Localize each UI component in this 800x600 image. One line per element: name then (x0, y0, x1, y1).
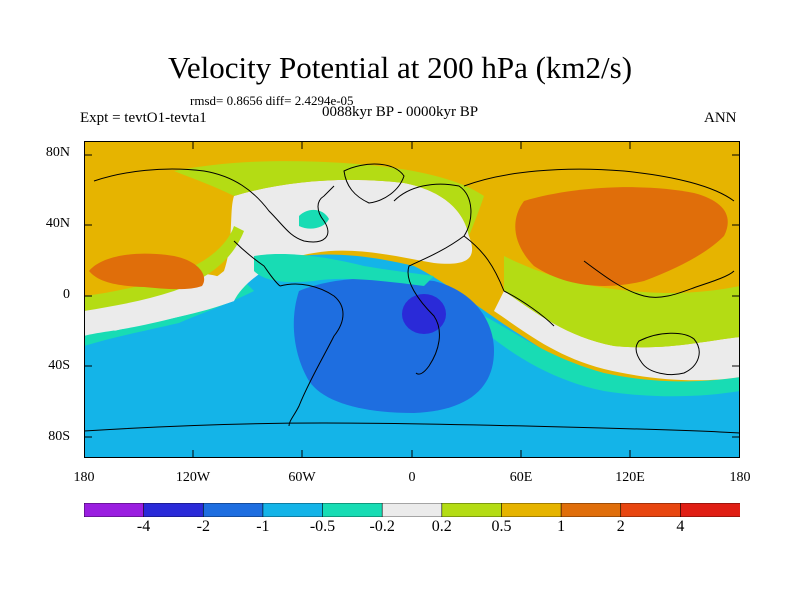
coastline-australia (635, 332, 700, 376)
lon-label-60w: 60W (288, 470, 316, 485)
region-negative-south-atlantic (293, 278, 494, 413)
colorbar-tick-label: -2 (196, 518, 210, 535)
lat-label-0: 0 (63, 287, 70, 302)
colorbar-tick-label: -4 (136, 518, 151, 535)
period-label: 0088kyr BP - 0000kyr BP (322, 104, 479, 120)
map-panel (83, 141, 741, 458)
lon-label-0: 0 (408, 470, 416, 485)
lat-label-40s: 40S (48, 358, 70, 373)
season-label: ANN (704, 110, 737, 126)
region-slight-negative-na (299, 209, 329, 229)
lon-label-120w: 120W (175, 470, 211, 485)
coastlines (83, 163, 741, 434)
lat-label-80n: 80N (45, 145, 70, 160)
colorbar-swatch (83, 502, 145, 518)
region-strong-negative-center (402, 294, 446, 334)
colorbar-swatch (202, 502, 264, 518)
lon-label-180-east: 180 (729, 470, 751, 485)
lat-label-40n: 40N (45, 216, 70, 231)
colorbar-tick-label: 4 (676, 518, 685, 535)
colorbar-swatch (441, 502, 503, 518)
colorbar-tick-label: -1 (256, 518, 270, 535)
region-slight-positive-north (174, 161, 484, 236)
coastline-antarctica (83, 422, 741, 434)
lat-label-80s: 80S (48, 429, 70, 444)
region-slight-positive-pacific (84, 226, 244, 311)
colorbar-swatch (620, 502, 682, 518)
lon-label-180-west: 180 (73, 470, 95, 485)
lon-label-120e: 120E (615, 470, 645, 485)
velocity-potential-map (83, 141, 741, 458)
lon-label-60e: 60E (509, 470, 533, 485)
region-strong-positive-asia (515, 187, 728, 286)
colorbar-tick-label: -0.5 (309, 518, 336, 535)
colorbar-tick-label: 1 (557, 518, 566, 535)
colorbar-tick-label: -0.2 (369, 518, 395, 535)
colorbar-swatch (262, 502, 324, 518)
region-strong-positive-pacific (89, 253, 205, 290)
coastline-north-america (93, 168, 335, 287)
experiment-label: Expt = tevtO1-tevta1 (80, 110, 207, 126)
coastline-asia (463, 168, 735, 327)
stats-line: rmsd= 0.8656 diff= 2.4294e-05 (190, 93, 354, 108)
colorbar-tick-label: 0.5 (491, 518, 512, 535)
colorbar-swatch (680, 502, 741, 518)
colorbar-swatch (322, 502, 383, 518)
coastline-greenland (343, 163, 405, 204)
coastline-europe-africa (393, 183, 505, 375)
plot-title: Velocity Potential at 200 hPa (km2/s) (167, 50, 633, 85)
region-slight-negative-east (484, 316, 740, 397)
colorbar-swatches (83, 502, 741, 518)
colorbar (83, 502, 741, 518)
colorbar-tick-label: 0.2 (431, 518, 452, 535)
colorbar-tick-label: 2 (616, 518, 625, 535)
coastline-south-america (279, 283, 344, 427)
region-slight-negative-atlantic-tropics (254, 254, 434, 286)
map-ticks (84, 141, 740, 458)
region-neutral-pacific (84, 274, 234, 336)
colorbar-swatch (143, 502, 205, 518)
region-neutral-indian (494, 291, 740, 381)
colorbar-swatch (501, 502, 562, 518)
colorbar-swatch (381, 502, 443, 518)
colorbar-swatch (560, 502, 622, 518)
